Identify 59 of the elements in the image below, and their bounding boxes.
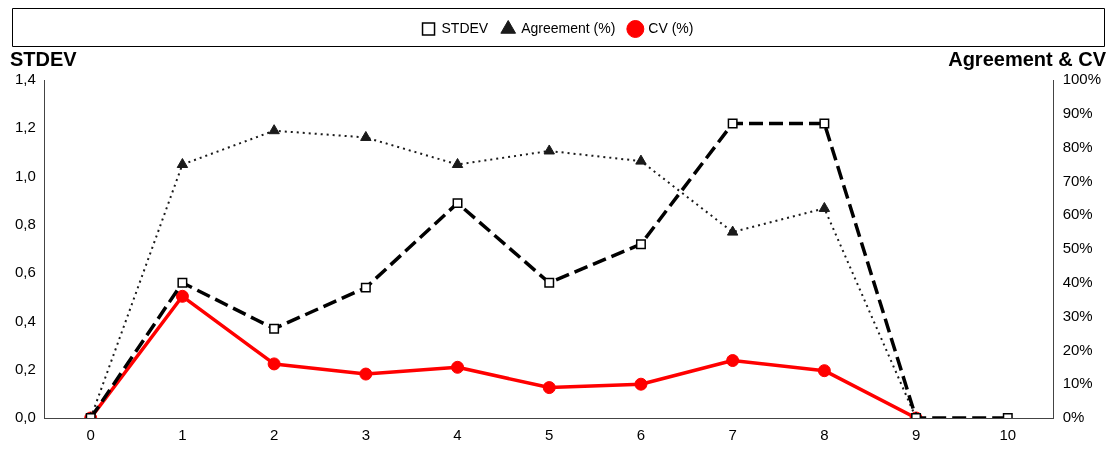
point xyxy=(726,354,740,368)
x-tick-label: 3 xyxy=(361,426,370,444)
point xyxy=(635,239,646,250)
y-tick-label: 0,6 xyxy=(14,263,36,281)
point xyxy=(635,154,647,165)
y2-tick-label: 10% xyxy=(1062,374,1093,392)
y-tick-label: 0,2 xyxy=(14,359,36,377)
point xyxy=(267,357,281,371)
point xyxy=(542,381,556,395)
point xyxy=(451,360,465,374)
point xyxy=(634,377,648,391)
legend-label: Agreement (%) xyxy=(521,19,616,36)
x-tick-label: 4 xyxy=(453,426,462,444)
point xyxy=(544,277,555,288)
y2-tick-label: 20% xyxy=(1062,340,1093,358)
point xyxy=(543,144,555,155)
legend-label: CV (%) xyxy=(648,19,694,36)
y2-tick-label: 0% xyxy=(1062,408,1085,426)
point xyxy=(269,323,280,334)
y-axis-title: STDEV xyxy=(10,47,78,70)
y2-axis-title: Agreement & CV xyxy=(948,47,1107,70)
x-tick-label: 0 xyxy=(86,426,95,444)
x-tick-label: 9 xyxy=(911,426,921,444)
point xyxy=(360,130,372,141)
point xyxy=(727,118,738,129)
point xyxy=(452,198,463,209)
y2-tick-label: 100% xyxy=(1062,70,1102,88)
x-tick-label: 10 xyxy=(999,426,1017,444)
point xyxy=(818,201,831,212)
y2-tick-label: 50% xyxy=(1062,239,1093,257)
point xyxy=(819,118,830,129)
x-tick-label: 7 xyxy=(728,426,737,444)
y-tick-label: 0,8 xyxy=(14,215,36,232)
y-tick-label: 1,0 xyxy=(14,166,36,184)
y2-tick-label: 60% xyxy=(1062,205,1093,223)
point xyxy=(817,364,831,378)
x-tick-label: 8 xyxy=(820,426,829,444)
y-tick-label: 0,0 xyxy=(14,408,36,426)
point xyxy=(177,277,188,288)
y-tick-label: 1,4 xyxy=(14,70,36,88)
x-tick-label: 6 xyxy=(636,426,646,444)
point xyxy=(175,289,189,303)
point xyxy=(268,124,280,135)
y-tick-label: 0,4 xyxy=(14,311,36,329)
x-tick-label: 2 xyxy=(269,426,279,444)
y2-tick-label: 40% xyxy=(1062,272,1093,290)
y-tick-label: 1,2 xyxy=(14,118,36,136)
legend-label: STDEV xyxy=(441,19,489,36)
point xyxy=(451,158,464,168)
point xyxy=(726,225,739,236)
point xyxy=(176,158,189,168)
y2-tick-label: 30% xyxy=(1062,306,1093,324)
point xyxy=(360,282,371,293)
point xyxy=(359,367,373,381)
y2-tick-label: 70% xyxy=(1062,171,1093,189)
x-tick-label: 5 xyxy=(545,426,554,444)
y2-tick-label: 80% xyxy=(1062,137,1093,155)
y2-tick-label: 90% xyxy=(1062,103,1093,121)
x-tick-label: 1 xyxy=(178,426,187,444)
